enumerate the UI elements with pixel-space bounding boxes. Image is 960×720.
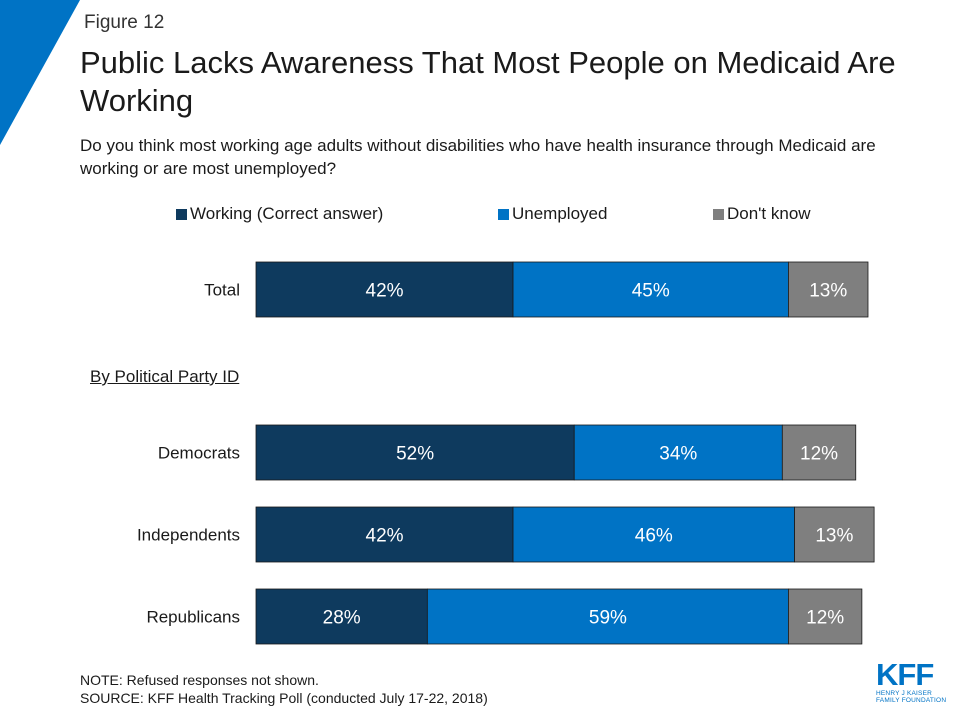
bar-total-working-correct-answer [255, 261, 514, 318]
data-label-republicans-working-correct-answer: 28% [323, 608, 361, 629]
legend-swatch-working [176, 208, 187, 220]
bar-total-unemployed [512, 261, 789, 318]
bar-republicans-working-correct-answer [255, 588, 428, 645]
category-label-total: Total [204, 281, 240, 300]
legend-item-working: Working (Correct answer) [176, 204, 383, 224]
data-label-democrats-unemployed: 34% [659, 444, 697, 465]
bar-democrats-unemployed [573, 424, 783, 481]
category-label-independents: Independents [137, 526, 240, 545]
data-label-democrats-don-t-know: 12% [800, 444, 838, 465]
logo-mark: KFF [876, 657, 934, 692]
bar-democrats-working-correct-answer [255, 424, 575, 481]
data-label-democrats-working-correct-answer: 52% [396, 444, 434, 465]
footer: NOTE: Refused responses not shown. SOURC… [80, 671, 488, 707]
data-label-total-unemployed: 45% [632, 281, 670, 302]
data-label-total-don-t-know: 13% [809, 281, 847, 302]
chart-title: Public Lacks Awareness That Most People … [80, 45, 896, 118]
legend: Working (Correct answer) Unemployed Don'… [0, 204, 960, 228]
logo-line-1: HENRY J KAISER [876, 690, 933, 697]
bar-total-don-t-know [788, 261, 869, 318]
category-label-democrats: Democrats [158, 444, 240, 463]
data-label-independents-working-correct-answer: 42% [366, 526, 404, 547]
data-label-republicans-don-t-know: 12% [806, 608, 844, 629]
data-label-total-working-correct-answer: 42% [366, 281, 404, 302]
bar-democrats-don-t-know [781, 424, 857, 481]
legend-item-unemployed: Unemployed [498, 204, 607, 224]
legend-item-dont-know: Don't know [713, 204, 811, 224]
data-label-republicans-unemployed: 59% [589, 608, 627, 629]
group-label-political-party: By Political Party ID [90, 367, 240, 386]
footer-note: NOTE: Refused responses not shown. [80, 672, 319, 688]
data-label-independents-unemployed: 46% [635, 526, 673, 547]
legend-label-unemployed: Unemployed [512, 204, 608, 223]
data-label-independents-don-t-know: 13% [815, 526, 853, 547]
legend-swatch-dont-know [713, 208, 724, 220]
legend-label-working: Working (Correct answer) [190, 204, 384, 223]
corner-accent [0, 0, 80, 145]
bar-independents-unemployed [512, 506, 795, 563]
logo-line-2: FAMILY FOUNDATION [876, 697, 947, 704]
legend-label-dont-know: Don't know [727, 204, 811, 223]
bar-independents-working-correct-answer [255, 506, 514, 563]
bar-republicans-don-t-know [788, 588, 863, 645]
figure-label: Figure 12 [84, 12, 165, 33]
kff-logo: KFF HENRY J KAISER FAMILY FOUNDATION [876, 657, 948, 704]
bar-republicans-unemployed [426, 588, 789, 645]
bar-independents-don-t-know [794, 506, 875, 563]
category-label-republicans: Republicans [146, 608, 240, 627]
legend-swatch-unemployed [498, 208, 509, 220]
footer-source: SOURCE: KFF Health Tracking Poll (conduc… [80, 690, 488, 706]
chart-subtitle: Do you think most working age adults wit… [80, 136, 876, 178]
